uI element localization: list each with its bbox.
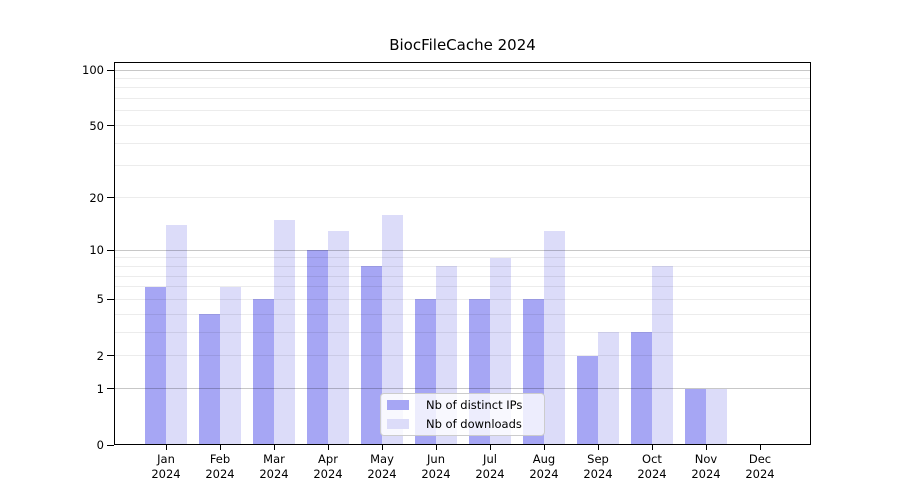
y-tick-mark — [107, 298, 114, 300]
x-tick-mark — [166, 445, 167, 450]
x-tick-year: 2024 — [745, 467, 775, 481]
x-tick-label-aug: Aug 2024 — [517, 452, 571, 482]
y-tick-label: 5 — [96, 292, 104, 307]
y-tick-mark — [107, 69, 114, 71]
x-tick-label-jul: Jul 2024 — [463, 452, 517, 482]
x-tick-year: 2024 — [583, 467, 613, 481]
x-tick-mark — [706, 445, 707, 450]
y-tick-mark — [107, 388, 114, 390]
y-tick-label: 2 — [96, 348, 104, 363]
bar-nov-downloads — [706, 388, 727, 445]
x-tick-mark — [598, 445, 599, 450]
x-tick-label-mar: Mar 2024 — [247, 452, 301, 482]
y-tick-label: 20 — [89, 190, 104, 205]
bar-mar-ips — [253, 299, 274, 445]
x-tick-label-apr: Apr 2024 — [301, 452, 355, 482]
bar-feb-ips — [199, 314, 220, 445]
x-tick-month: Oct — [642, 452, 662, 466]
x-tick-mark — [544, 445, 545, 450]
x-tick-year: 2024 — [529, 467, 559, 481]
x-tick-month: May — [370, 452, 394, 466]
x-tick-label-sep: Sep 2024 — [571, 452, 625, 482]
x-tick-year: 2024 — [313, 467, 343, 481]
x-tick-label-jan: Jan 2024 — [139, 452, 193, 482]
x-tick-mark — [274, 445, 275, 450]
bar-mar-downloads — [274, 219, 295, 445]
bar-aug-downloads — [544, 230, 565, 445]
x-tick-year: 2024 — [421, 467, 451, 481]
x-tick-month: Apr — [318, 452, 338, 466]
x-tick-year: 2024 — [151, 467, 181, 481]
x-tick-month: Mar — [263, 452, 285, 466]
x-tick-month: Sep — [587, 452, 609, 466]
bar-apr-ips — [307, 250, 328, 445]
plot-area: Nb of distinct IPs Nb of downloads — [114, 62, 811, 445]
x-tick-year: 2024 — [259, 467, 289, 481]
y-tick-mark — [107, 444, 114, 446]
x-tick-month: Jun — [427, 452, 445, 466]
x-tick-month: Jan — [157, 452, 175, 466]
y-tick-label: 1 — [96, 381, 104, 396]
x-tick-mark — [760, 445, 761, 450]
bars-layer — [114, 62, 811, 445]
bar-jan-downloads — [166, 224, 187, 445]
y-tick-label: 50 — [89, 118, 104, 133]
legend-label: Nb of downloads — [426, 417, 522, 431]
y-tick-label: 0 — [96, 438, 104, 452]
x-tick-year: 2024 — [475, 467, 505, 481]
x-tick-year: 2024 — [205, 467, 235, 481]
x-tick-month: Nov — [694, 452, 718, 466]
x-tick-mark — [382, 445, 383, 450]
x-tick-label-feb: Feb 2024 — [193, 452, 247, 482]
x-tick-year: 2024 — [367, 467, 397, 481]
bar-oct-downloads — [652, 266, 673, 445]
legend-item-distinct-ips: Nb of distinct IPs — [387, 396, 544, 415]
y-tick-label: 10 — [89, 243, 104, 258]
y-tick-mark — [107, 249, 114, 251]
x-tick-mark — [328, 445, 329, 450]
x-tick-label-jun: Jun 2024 — [409, 452, 463, 482]
legend-swatch — [387, 419, 409, 429]
x-tick-month: Feb — [209, 452, 231, 466]
bar-may-downloads — [382, 214, 403, 445]
x-tick-mark — [652, 445, 653, 450]
x-tick-mark — [220, 445, 221, 450]
chart-title: BiocFileCache 2024 — [389, 36, 536, 54]
x-tick-label-oct: Oct 2024 — [625, 452, 679, 482]
bar-nov-ips — [685, 388, 706, 445]
x-tick-month: Jul — [483, 452, 497, 466]
y-tick-label: 100 — [82, 63, 104, 77]
x-tick-month: Dec — [748, 452, 772, 466]
bar-sep-ips — [577, 355, 598, 445]
x-tick-month: Aug — [532, 452, 556, 466]
legend-item-downloads: Nb of downloads — [387, 415, 544, 434]
bar-jan-ips — [145, 286, 166, 445]
y-tick-mark — [107, 355, 114, 357]
legend-swatch — [387, 400, 409, 410]
y-tick-mark — [107, 197, 114, 199]
x-tick-mark — [490, 445, 491, 450]
x-tick-year: 2024 — [637, 467, 667, 481]
legend: Nb of distinct IPs Nb of downloads — [380, 393, 545, 436]
x-tick-label-nov: Nov 2024 — [679, 452, 733, 482]
bar-apr-downloads — [328, 230, 349, 445]
y-tick-mark — [107, 125, 114, 127]
x-tick-year: 2024 — [691, 467, 721, 481]
bar-oct-ips — [631, 332, 652, 445]
x-tick-label-dec: Dec 2024 — [733, 452, 787, 482]
bar-feb-downloads — [220, 286, 241, 445]
x-tick-label-may: May 2024 — [355, 452, 409, 482]
bar-may-ips — [361, 266, 382, 445]
x-tick-mark — [436, 445, 437, 450]
bar-sep-downloads — [598, 332, 619, 445]
legend-label: Nb of distinct IPs — [426, 398, 523, 412]
